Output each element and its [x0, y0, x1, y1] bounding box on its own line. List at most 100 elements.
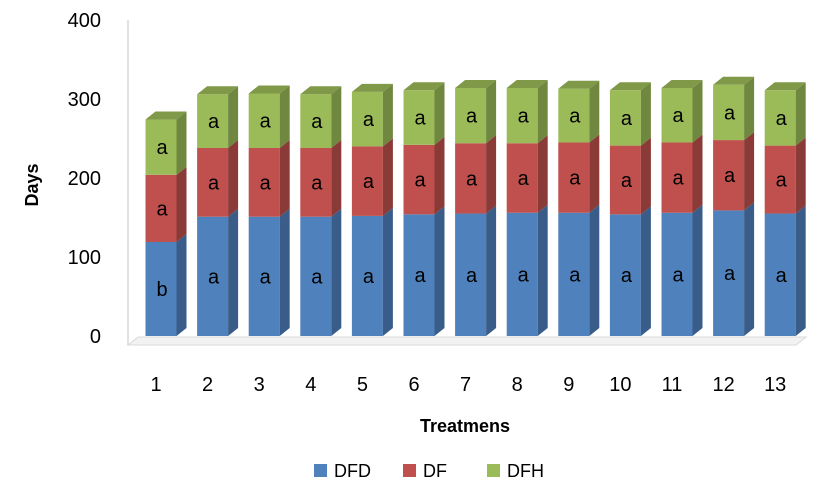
y-axis-title: Days — [22, 163, 42, 206]
bar-side-DFD-5 — [382, 207, 393, 336]
bar-DF-10 — [609, 145, 641, 215]
bar-DFD-5 — [351, 215, 383, 336]
bar-side-DFD-2 — [228, 208, 239, 336]
x-tick-label: 5 — [357, 374, 368, 396]
x-tick-label: 10 — [609, 374, 631, 396]
bar-side-DFH-10 — [640, 82, 651, 146]
bar-side-DF-12 — [744, 132, 755, 211]
x-tick-label: 12 — [712, 374, 734, 396]
bar-DF-1 — [145, 174, 177, 242]
y-tick-label: 100 — [68, 247, 101, 269]
legend-label: DFD — [334, 461, 371, 481]
data-label-DFH-11: a — [672, 105, 684, 127]
bar-DFH-10 — [609, 90, 641, 146]
data-label-DF-8: a — [518, 168, 530, 190]
bar-DF-13 — [764, 145, 796, 214]
bar-side-DFH-8 — [537, 79, 548, 144]
data-label-DF-7: a — [466, 168, 478, 190]
bars: b a a a a a a a a a a a a a a a a a a a a a a a a a a a a a a a a a a a a a a — [145, 76, 806, 336]
bar-DFH-4 — [300, 94, 332, 148]
bar-top-DFH-9 — [558, 80, 600, 89]
bar-DF-8 — [506, 143, 538, 213]
bar-stack-8: a a a — [506, 79, 548, 336]
x-axis-title: Treatmens — [420, 416, 510, 436]
bar-side-DFD-13 — [795, 205, 806, 336]
data-label-DFD-10: a — [621, 265, 633, 287]
bar-DF-3 — [248, 147, 280, 217]
x-tick-label: 1 — [150, 374, 161, 396]
data-label-DF-6: a — [414, 170, 426, 192]
data-label-DFH-13: a — [776, 108, 788, 130]
x-tick-labels: 1 2 3 4 5 6 7 8 9 10 11 12 13 — [150, 374, 786, 396]
axes — [126, 20, 808, 346]
bar-side-DF-1 — [176, 166, 187, 242]
data-label-DFD-4: a — [311, 266, 323, 288]
data-label-DFH-2: a — [208, 111, 220, 133]
bar-side-DF-10 — [640, 137, 651, 215]
bar-side-DFH-12 — [744, 76, 755, 141]
bar-side-DFH-1 — [176, 111, 187, 175]
bar-DFD-11 — [661, 212, 693, 336]
bar-side-DFD-7 — [486, 205, 497, 336]
data-label-DF-3: a — [260, 172, 272, 194]
data-label-DFD-6: a — [414, 265, 426, 287]
bar-side-DF-4 — [331, 139, 342, 217]
bar-DF-9 — [558, 142, 590, 213]
bar-DF-2 — [197, 147, 229, 217]
bar-top-DFH-4 — [300, 86, 342, 95]
data-label-DF-5: a — [363, 171, 375, 193]
data-label-DF-1: a — [156, 198, 168, 220]
bar-DF-7 — [455, 143, 487, 214]
x-tick-label: 4 — [305, 374, 316, 396]
bar-side-DFD-11 — [692, 204, 703, 336]
bar-DF-4 — [300, 147, 332, 217]
y-tick-labels: 0 100 200 300 400 — [68, 10, 101, 348]
bar-DFD-7 — [455, 213, 487, 336]
y-tick-label: 400 — [68, 10, 101, 32]
bar-side-DF-3 — [279, 139, 290, 217]
bar-DFH-1 — [145, 119, 177, 175]
bar-DFH-11 — [661, 87, 693, 143]
x-tick-label: 11 — [662, 374, 683, 396]
bar-stack-11: a a a — [661, 79, 703, 336]
legend-label: DF — [423, 461, 447, 481]
data-label-DF-4: a — [311, 172, 323, 194]
data-label-DFD-11: a — [672, 264, 684, 286]
bar-stack-3: a a a — [248, 85, 290, 336]
data-label-DF-11: a — [672, 168, 684, 190]
legend-item-DFD: DFD — [314, 461, 371, 481]
bar-top-DFH-1 — [145, 111, 187, 120]
bar-stack-7: a a a — [455, 79, 497, 336]
bar-stack-10: a a a — [609, 82, 651, 336]
legend-swatch — [487, 464, 500, 477]
bar-side-DFH-9 — [589, 80, 600, 143]
x-tick-label: 8 — [512, 374, 523, 396]
bar-side-DF-9 — [589, 134, 600, 213]
bar-DFH-6 — [403, 90, 435, 145]
bar-side-DFD-8 — [537, 204, 548, 336]
bar-DFD-10 — [609, 214, 641, 336]
bar-DFD-13 — [764, 213, 796, 336]
bar-side-DFD-6 — [434, 206, 445, 336]
bar-stack-1: b a a — [145, 111, 187, 336]
bar-side-DFH-5 — [382, 83, 393, 147]
data-label-DF-9: a — [569, 168, 581, 190]
bar-DF-6 — [403, 144, 435, 215]
data-label-DFH-5: a — [363, 109, 375, 131]
bar-DFD-1 — [145, 241, 177, 336]
x-tick-label: 6 — [408, 374, 419, 396]
x-tick-label: 2 — [202, 374, 213, 396]
y-tick-label: 0 — [90, 326, 101, 348]
data-label-DFH-7: a — [466, 106, 478, 128]
data-label-DFH-10: a — [621, 108, 633, 130]
bar-DFD-6 — [403, 214, 435, 336]
data-label-DFD-12: a — [724, 263, 736, 285]
bar-DFH-2 — [197, 94, 229, 148]
bar-DFD-2 — [197, 216, 229, 336]
data-label-DFD-9: a — [569, 264, 581, 286]
floor — [126, 336, 808, 346]
bar-top-DFH-8 — [506, 79, 548, 88]
bar-side-DF-8 — [537, 135, 548, 213]
legend-item-DFH: DFH — [487, 461, 544, 481]
